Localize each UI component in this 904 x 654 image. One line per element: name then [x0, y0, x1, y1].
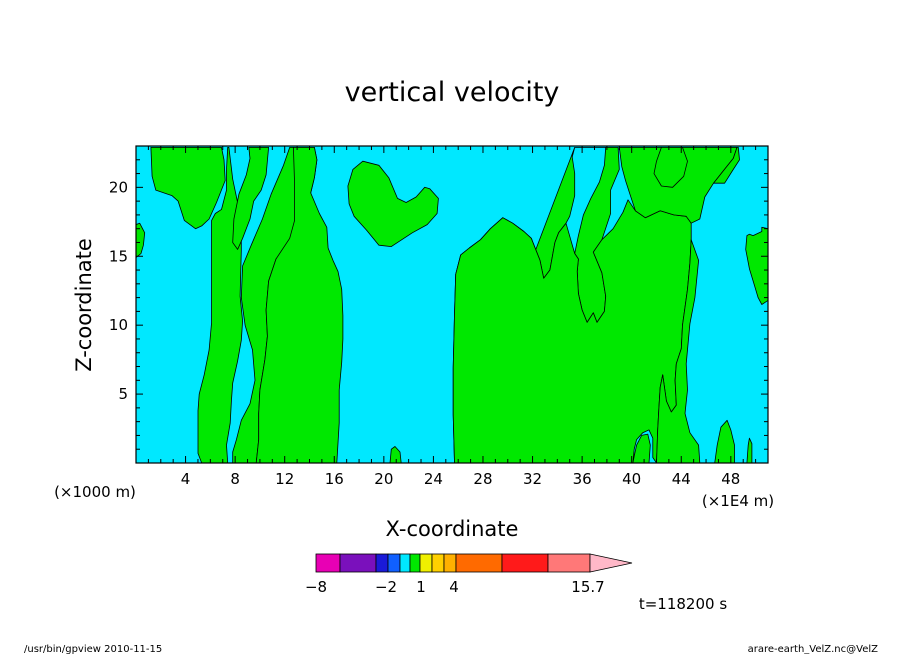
updraft-region-15	[745, 226, 768, 305]
colorbar-label: 15.7	[571, 578, 604, 596]
y-axis-ticks: 5 10 15 20	[109, 145, 768, 450]
colorbar-segment	[501, 553, 549, 573]
colorbar-label: 1	[416, 578, 426, 596]
colorbar-segment	[443, 553, 457, 573]
x-tick-label: 36	[573, 470, 592, 488]
updraft-region-14	[136, 222, 146, 259]
x-axis-label: X-coordinate	[386, 517, 519, 541]
chart-title: vertical velocity	[345, 77, 560, 108]
y-tick-label: 20	[109, 178, 128, 196]
footer-right: arare-earth_VelZ.nc@VelZ	[748, 644, 879, 654]
colorbar-segment	[455, 553, 503, 573]
updraft-region-12	[714, 419, 735, 463]
x-tick-label: 48	[721, 470, 740, 488]
colorbar-segment	[431, 553, 445, 573]
updraft-region-5	[255, 146, 344, 463]
y-tick-label: 10	[109, 316, 128, 334]
colorbar-arrow	[589, 553, 633, 573]
x-tick-label: 32	[523, 470, 542, 488]
x-axis-ticks: 4 8 12 16 20 24 28 32 36 40 44 48	[147, 146, 757, 488]
updraft-region-16	[713, 146, 740, 184]
colorbar-segment	[387, 553, 401, 573]
updraft-region-1	[197, 146, 244, 463]
x-tick-label: 44	[672, 470, 691, 488]
updraft-region-2	[232, 146, 270, 250]
colorbar-segment	[339, 553, 377, 573]
x-tick-label: 20	[374, 470, 393, 488]
x-unit-right: (×1E4 m)	[702, 492, 774, 510]
x-unit-left: (×1000 m)	[54, 483, 136, 501]
colorbar-segment	[419, 553, 433, 573]
x-tick-label: 40	[622, 470, 641, 488]
x-tick-label: 16	[325, 470, 344, 488]
x-tick-label: 4	[181, 470, 191, 488]
colorbar-segment	[375, 553, 389, 573]
footer-left: /usr/bin/gpview 2010-11-15	[24, 644, 162, 654]
updraft-region-11	[656, 239, 701, 463]
colorbar-labels: −8 −2 1 4 15.7	[305, 578, 605, 596]
colorbar	[315, 553, 633, 573]
x-tick-label: 28	[473, 470, 492, 488]
colorbar-label: −8	[305, 578, 327, 596]
colorbar-label: 4	[449, 578, 459, 596]
time-label: t=118200 s	[639, 595, 727, 613]
colorbar-segment	[315, 553, 341, 573]
x-tick-label: 8	[230, 470, 240, 488]
updraft-region-6	[347, 160, 439, 248]
y-tick-label: 15	[109, 247, 128, 265]
colorbar-segment	[547, 553, 591, 573]
colorbar-label: −2	[375, 578, 397, 596]
y-tick-label: 5	[118, 385, 128, 403]
colorbar-segment	[409, 553, 421, 573]
plot-frame	[135, 145, 769, 464]
x-tick-label: 12	[275, 470, 294, 488]
updraft-region-13	[746, 437, 753, 463]
colorbar-segment	[399, 553, 411, 573]
updraft-region-7	[389, 446, 402, 463]
x-tick-label: 24	[424, 470, 443, 488]
updraft-region-0	[150, 146, 226, 230]
y-axis-label: Z-coordinate	[72, 238, 96, 372]
updraft-regions	[136, 146, 768, 463]
